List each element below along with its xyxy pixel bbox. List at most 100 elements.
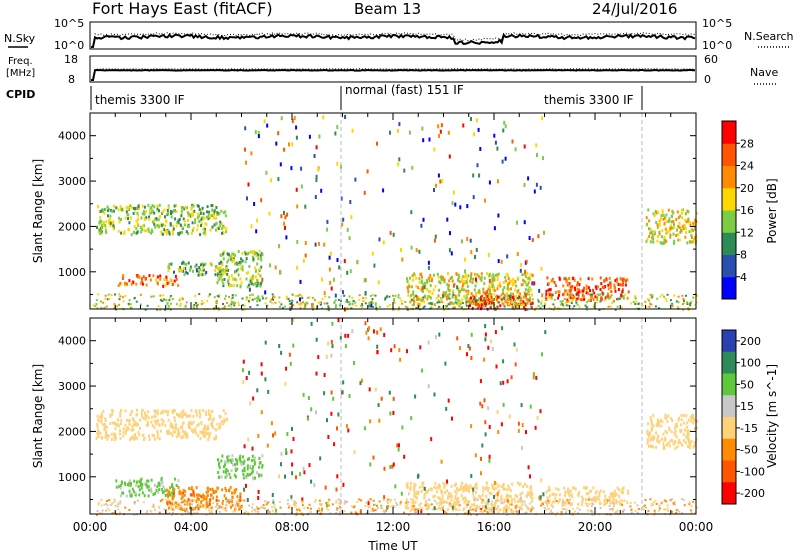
power-cell <box>286 212 289 217</box>
velocity-cell <box>177 479 180 483</box>
velocity-cell <box>492 506 494 510</box>
velocity-cell <box>605 498 608 501</box>
power-cell <box>229 255 232 259</box>
power-cell <box>105 305 108 308</box>
power-cell <box>540 300 543 303</box>
power-cell <box>235 269 238 273</box>
velocity-cell <box>674 426 676 430</box>
velocity-cell <box>95 437 98 441</box>
velocity-cell <box>680 413 683 417</box>
power-cell <box>215 206 218 209</box>
power-cell <box>587 286 590 290</box>
power-cell <box>486 301 489 304</box>
power-cell <box>348 301 351 304</box>
power-cell <box>529 296 532 301</box>
velocity-cell <box>681 498 684 501</box>
power-cell <box>241 259 244 263</box>
power-cell <box>145 216 148 220</box>
velocity-cell <box>456 488 459 492</box>
velocity-cell <box>195 499 198 503</box>
power-cell <box>505 272 508 276</box>
power-cell <box>572 307 575 310</box>
velocity-cell <box>239 454 242 458</box>
velocity-cell <box>494 493 497 497</box>
power-cell <box>382 188 385 193</box>
velocity-cell <box>128 509 131 511</box>
velocity-cell <box>436 490 439 494</box>
power-cell <box>346 227 349 232</box>
power-cell <box>195 267 198 271</box>
power-cell <box>449 302 452 306</box>
velocity-cell <box>156 485 159 489</box>
velocity-cell <box>406 482 409 486</box>
velocity-cell <box>97 418 100 422</box>
power-cell <box>139 225 142 229</box>
station-title: Fort Hays East (fitACF) <box>92 0 273 18</box>
velocity-cell <box>648 431 651 435</box>
velocity-x-tick-label: 12:00 <box>376 520 411 534</box>
velocity-cell <box>687 433 690 437</box>
power-cell <box>181 230 184 234</box>
velocity-cell <box>641 505 644 508</box>
velocity-cell <box>196 511 199 514</box>
velocity-cell <box>567 509 570 512</box>
velocity-cell <box>191 508 194 511</box>
velocity-cell <box>125 494 128 498</box>
power-cell <box>630 302 633 305</box>
velocity-cell <box>544 500 547 504</box>
power-cell <box>500 259 503 264</box>
power-cell <box>646 222 649 226</box>
velocity-cell <box>436 508 439 511</box>
power-cell <box>187 214 190 218</box>
velocity-cell <box>197 501 199 504</box>
velocity-cell <box>521 499 524 503</box>
velocity-cell <box>221 502 224 505</box>
velocity-cell <box>284 381 287 386</box>
velocity-cell <box>327 501 330 504</box>
velocity-cell <box>251 454 254 458</box>
velocity-cell <box>619 502 622 506</box>
power-cell <box>167 306 170 309</box>
power-cell <box>474 298 477 301</box>
power-cell <box>558 293 560 297</box>
velocity-cell <box>480 501 483 504</box>
power-cell <box>113 303 116 306</box>
velocity-cell <box>487 486 490 490</box>
power-cell <box>418 277 421 281</box>
power-cell <box>558 290 561 294</box>
power-cell <box>511 139 514 144</box>
power-cell <box>244 147 246 152</box>
velocity-cell <box>157 482 160 486</box>
power-cell <box>222 284 225 288</box>
velocity-cell <box>629 505 632 508</box>
power-cell <box>143 218 146 221</box>
power-cell <box>252 276 255 280</box>
velocity-cell <box>545 508 548 511</box>
power-cell <box>505 291 508 295</box>
velocity-cell <box>517 481 519 485</box>
velocity-cell <box>231 500 234 504</box>
velocity-cell <box>468 486 471 490</box>
velocity-cell <box>397 447 400 452</box>
velocity-cell <box>446 479 448 484</box>
velocity-cell <box>543 507 546 510</box>
power-cell <box>195 306 198 309</box>
power-cell <box>320 188 323 193</box>
velocity-cell <box>595 497 598 501</box>
power-cell <box>136 222 139 226</box>
velocity-cell <box>257 489 260 494</box>
power-cell <box>334 293 337 298</box>
power-cell <box>480 298 482 302</box>
power-cell <box>279 162 282 167</box>
velocity-cell <box>340 510 343 513</box>
power-cell <box>592 289 594 293</box>
velocity-cell <box>238 507 241 511</box>
power-cell <box>420 298 423 302</box>
power-cell <box>661 209 664 213</box>
velocity-cell <box>421 368 424 373</box>
velocity-cell <box>295 511 298 514</box>
velocity-cell <box>569 503 572 506</box>
power-cell <box>522 302 525 306</box>
velocity-cell <box>251 446 254 451</box>
velocity-cell <box>128 422 131 426</box>
